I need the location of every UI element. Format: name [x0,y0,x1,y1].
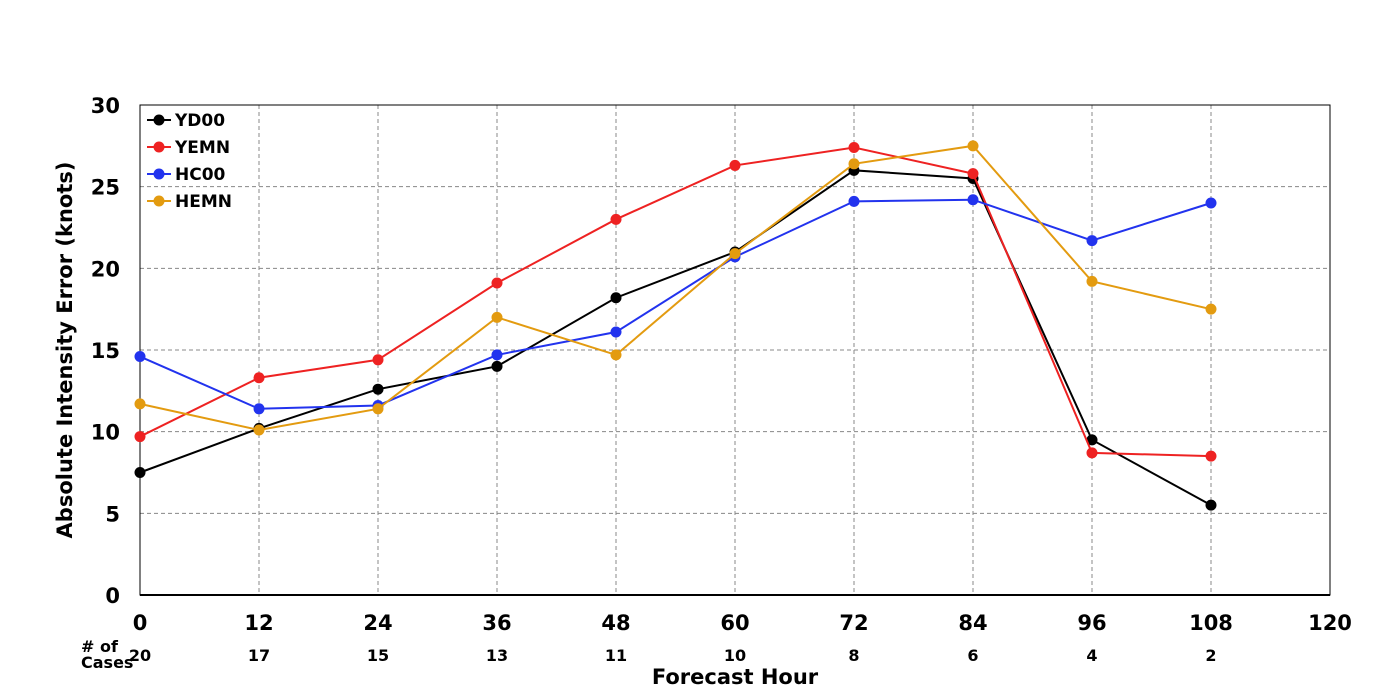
case-count-label: 11 [605,646,627,665]
legend-label: HC00 [175,165,226,185]
data-point-yd00 [372,383,384,395]
data-point-hc00 [848,195,860,207]
data-point-hc00 [253,403,265,415]
data-point-yemn [729,159,741,171]
legend-entry-hc00: HC00 [147,165,226,185]
y-axis-title: Absolute Intensity Error (knots) [53,162,77,539]
data-point-hemn [848,158,860,170]
legend-marker [153,195,165,207]
case-count-label: 17 [248,646,270,665]
data-point-yemn [372,354,384,366]
series-line-yemn [139,146,1212,458]
data-point-hc00 [610,326,622,338]
case-count-label: 2 [1205,646,1216,665]
legend-label: YEMN [174,138,230,158]
x-tick-label: 84 [958,611,987,635]
x-tick-label: 0 [133,611,148,635]
legend-entry-yemn: YEMN [147,138,230,158]
data-point-hc00 [1205,197,1217,209]
data-point-hemn [610,349,622,361]
y-tick-label: 15 [91,339,120,363]
data-point-yemn [134,431,146,443]
x-tick-label: 108 [1189,611,1233,635]
case-count-label: 15 [367,646,389,665]
x-axis-title: Forecast Hour [652,665,819,689]
series-layer [134,140,1217,511]
data-point-yemn [253,372,265,384]
x-tick-label: 12 [244,611,273,635]
grid [140,105,1330,595]
x-tick-label: 60 [720,611,749,635]
data-point-yemn [967,168,979,180]
x-tick-label: 36 [482,611,511,635]
x-tick-label: 120 [1308,611,1352,635]
case-count-label: 6 [967,646,978,665]
cases-row: # of Cases 20 17 15 13 11 10 8 6 4 2 [81,637,1217,672]
data-point-yd00 [1086,434,1098,446]
y-tick-label: 0 [105,584,120,608]
data-point-hemn [253,424,265,436]
data-point-hemn [729,248,741,260]
legend: YD00 YEMN HC00 HEMN [147,111,232,212]
x-tick-label: 96 [1077,611,1106,635]
x-tick-label: 48 [601,611,630,635]
data-point-yd00 [491,360,503,372]
data-point-yemn [1086,447,1098,459]
x-axis-ticks: 0 12 24 36 48 60 72 84 96 108 120 [133,611,1352,635]
y-tick-label: 5 [105,502,120,526]
y-tick-label: 25 [91,176,120,200]
x-tick-label: 72 [839,611,868,635]
legend-marker [153,141,165,153]
data-point-yd00 [610,292,622,304]
data-point-hemn [1086,275,1098,287]
case-count-label: 10 [724,646,746,665]
data-point-hemn [1205,303,1217,315]
legend-marker [153,114,165,126]
legend-label: YD00 [174,111,225,131]
data-point-hc00 [967,194,979,206]
series-hc00 [134,194,1217,415]
data-point-hemn [372,403,384,415]
y-tick-label: 20 [91,257,120,281]
series-yd00 [134,164,1217,511]
series-hemn [134,140,1217,436]
case-count-label: 13 [486,646,508,665]
cases-label-line1: # of [81,637,119,656]
x-tick-label: 24 [363,611,392,635]
legend-label: HEMN [175,192,232,212]
data-point-yd00 [134,467,146,478]
cases-label-line2: Cases [81,653,133,672]
case-count-label: 4 [1086,646,1097,665]
data-point-yemn [491,277,503,289]
data-point-hc00 [491,349,503,361]
series-yemn [134,141,1217,462]
data-point-yemn [610,213,622,225]
y-tick-label: 30 [91,94,120,118]
case-count-label: 20 [129,646,151,665]
y-axis-ticks: 0 5 10 15 20 25 30 [91,94,120,608]
legend-entry-hemn: HEMN [147,192,232,212]
data-point-hemn [134,398,146,410]
data-point-hc00 [134,351,146,363]
legend-entry-yd00: YD00 [147,111,225,131]
data-point-hemn [491,311,503,323]
data-point-yd00 [1205,499,1217,511]
series-line-hemn [139,144,1212,432]
data-point-hemn [967,140,979,152]
y-tick-label: 10 [91,421,120,445]
data-point-yemn [848,141,860,153]
legend-marker [153,168,165,180]
series-line-hc00 [139,198,1212,410]
series-line-yd00 [139,169,1212,507]
case-count-label: 8 [848,646,859,665]
data-point-yemn [1205,450,1217,462]
data-point-hc00 [1086,235,1098,247]
